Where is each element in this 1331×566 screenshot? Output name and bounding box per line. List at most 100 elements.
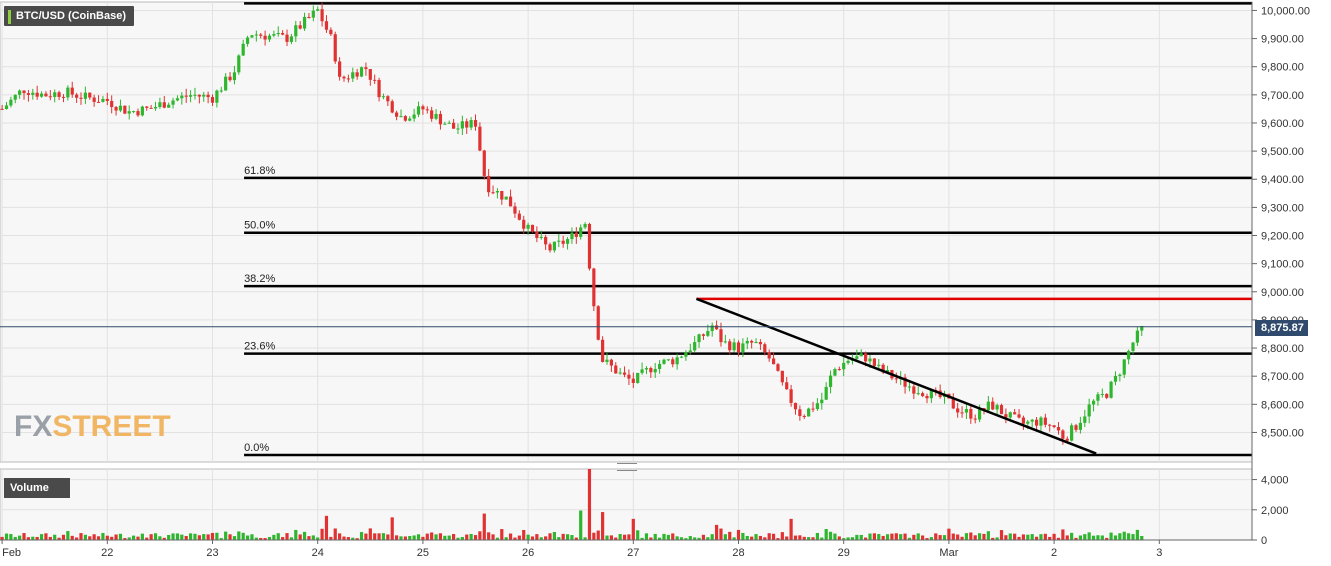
volume-bar xyxy=(820,537,824,540)
candle-body xyxy=(184,95,188,97)
volume-bar xyxy=(276,533,280,540)
candle-body xyxy=(408,118,412,121)
volume-bar xyxy=(1118,533,1122,540)
volume-bar xyxy=(373,533,377,540)
volume-bar xyxy=(763,537,767,540)
volume-bar xyxy=(66,531,70,540)
volume-bar xyxy=(614,537,618,540)
candle-body xyxy=(574,232,578,237)
volume-bar xyxy=(232,536,237,540)
volume-bar xyxy=(776,538,780,540)
price-candles xyxy=(0,2,1144,445)
volume-bar xyxy=(447,535,451,540)
volume-bar xyxy=(132,535,136,540)
candle-body xyxy=(215,90,219,103)
fib-label: 38.2% xyxy=(244,273,275,285)
volume-bar xyxy=(1096,535,1100,540)
price-tick-label: 10,000.00 xyxy=(1261,5,1310,17)
candle-body xyxy=(513,206,517,214)
candle-body xyxy=(61,96,66,98)
volume-bar xyxy=(789,518,793,540)
volume-bar xyxy=(508,533,513,540)
pane-resize-handle[interactable] xyxy=(617,463,637,471)
candle-body xyxy=(338,61,342,77)
candle-body xyxy=(281,33,285,35)
volume-bar xyxy=(469,534,473,540)
volume-bar xyxy=(88,536,92,540)
volume-bar xyxy=(342,536,346,540)
volume-bar xyxy=(929,537,933,540)
volume-bar xyxy=(864,537,868,540)
candle-body xyxy=(565,239,570,244)
volume-bar xyxy=(1048,536,1052,540)
symbol-color-swatch xyxy=(8,10,11,24)
candle-body xyxy=(929,389,933,399)
candle-body xyxy=(425,109,429,111)
x-tick-label: 3 xyxy=(1156,547,1162,559)
volume-bar xyxy=(215,532,219,540)
volume-bar xyxy=(324,515,329,540)
volume-bar xyxy=(644,533,649,540)
candle-body xyxy=(820,399,824,404)
candle-body xyxy=(83,92,87,99)
volume-bar xyxy=(210,532,215,540)
candle-body xyxy=(828,375,833,387)
price-tick-label: 8,800.00 xyxy=(1261,343,1304,355)
volume-bar xyxy=(960,536,964,540)
volume-bar xyxy=(741,532,745,540)
candle-body xyxy=(412,114,416,119)
logo-fx: FX xyxy=(14,410,53,443)
candle-body xyxy=(267,35,272,40)
volume-bar xyxy=(1083,534,1087,540)
candle-body xyxy=(596,306,600,340)
volume-bar xyxy=(1026,534,1030,540)
volume-bar xyxy=(504,537,508,540)
volume-bar xyxy=(767,533,771,540)
candle-body xyxy=(500,190,504,200)
candle-body xyxy=(1078,422,1083,430)
volume-bar xyxy=(815,532,820,540)
volume-bar xyxy=(552,531,557,540)
volume-bar xyxy=(605,535,609,540)
candle-body xyxy=(79,97,83,99)
volume-bar xyxy=(1091,535,1096,540)
volume-bar xyxy=(693,537,697,540)
x-tick-label: 24 xyxy=(312,547,324,559)
candle-body xyxy=(1131,342,1135,351)
candle-body xyxy=(745,340,749,344)
volume-bar xyxy=(1131,534,1135,540)
candle-body xyxy=(438,113,443,125)
candle-body xyxy=(1013,412,1017,415)
candle-body xyxy=(666,359,670,361)
volume-bar xyxy=(1056,537,1061,540)
volume-bar xyxy=(224,531,228,540)
volume-bar xyxy=(890,533,894,540)
candle-body xyxy=(1109,381,1113,398)
volume-bar xyxy=(956,534,960,540)
candle-body xyxy=(495,190,500,193)
candle-body xyxy=(478,126,482,151)
volume-bar xyxy=(1021,534,1026,540)
candle-body xyxy=(587,223,592,269)
candle-body xyxy=(1135,330,1139,343)
volume-bar xyxy=(4,533,9,540)
volume-bar xyxy=(9,534,13,540)
volume-bar xyxy=(1109,532,1113,540)
candle-body xyxy=(614,365,618,374)
volume-bar xyxy=(565,534,570,540)
volume-bar xyxy=(601,512,605,540)
candle-body xyxy=(245,37,250,44)
candle-body xyxy=(789,389,793,403)
price-tick-label: 9,300.00 xyxy=(1261,202,1304,214)
candle-body xyxy=(123,105,127,114)
volume-bar xyxy=(513,537,517,540)
volume-bar xyxy=(977,533,982,540)
candle-body xyxy=(627,374,631,379)
volume-bar xyxy=(364,533,368,540)
volume-bar xyxy=(355,538,359,540)
volume-bar xyxy=(658,537,662,540)
candle-body xyxy=(88,92,92,98)
volume-bar xyxy=(395,535,399,540)
price-tick-label: 9,000.00 xyxy=(1261,287,1304,299)
